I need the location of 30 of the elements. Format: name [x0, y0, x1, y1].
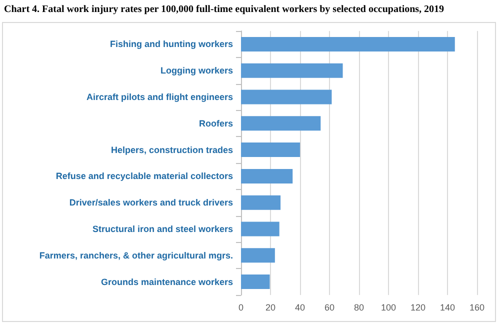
- x-tick-label: 20: [265, 302, 276, 312]
- x-tick-label: 40: [294, 302, 306, 312]
- y-tick-label: Structural iron and steel workers: [92, 224, 233, 234]
- x-tick-label: 140: [440, 302, 456, 312]
- y-tick-label: Helpers, construction trades: [110, 144, 233, 155]
- x-tick-label: 60: [324, 302, 335, 312]
- y-tick-label: Roofers: [198, 118, 233, 128]
- bar: [241, 195, 281, 210]
- y-tick-label: Driver/sales workers and truck drivers: [69, 198, 233, 208]
- bar: [241, 116, 321, 131]
- bar: [241, 168, 293, 184]
- y-tick-label: Grounds maintenance workers: [100, 276, 233, 287]
- x-tick-label: 120: [410, 302, 426, 312]
- x-tick-label: 100: [380, 302, 396, 312]
- bar: [241, 90, 332, 104]
- bar: [241, 248, 275, 263]
- x-tick-label: 80: [354, 302, 364, 312]
- y-tick-label: Aircraft pilots and flight engineers: [86, 92, 233, 102]
- y-tick-label: Refuse and recyclable material collectors: [56, 171, 233, 182]
- y-tick-label: Farmers, ranchers, & other agricultural mgrs.: [39, 250, 233, 260]
- y-tick-label: Fishing and hunting workers: [110, 39, 233, 50]
- bar: [241, 36, 455, 52]
- chart-title: Chart 4. Fatal work injury rates per 100,000 full-time equivalent workers by selected occupations, 2019: [4, 4, 446, 15]
- x-tick-label: 160: [469, 302, 485, 312]
- y-tick-label: Logging workers: [160, 66, 233, 76]
- bar: [241, 222, 280, 236]
- x-tick-label: 0: [238, 302, 244, 312]
- bar: [241, 274, 270, 290]
- bar: [241, 63, 343, 78]
- bar: [241, 142, 300, 158]
